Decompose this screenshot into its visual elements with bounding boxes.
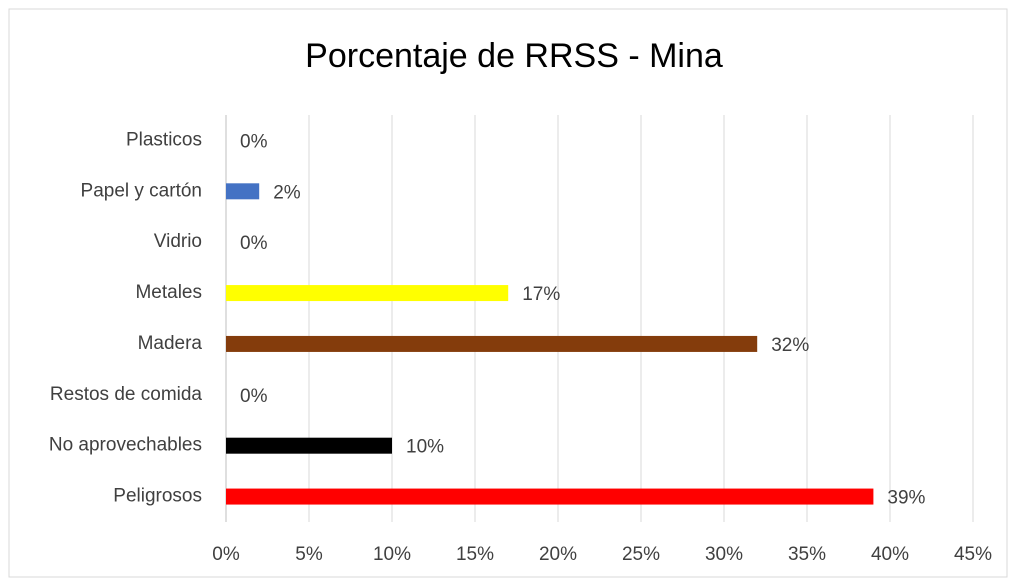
chart-title: Porcentaje de RRSS - Mina [305, 37, 723, 75]
bar [226, 285, 509, 302]
y-tick-label: Peligrosos [113, 486, 202, 507]
y-tick-label: Plasticos [126, 129, 202, 150]
x-tick-label: 20% [539, 544, 577, 565]
x-tick-label: 5% [295, 544, 323, 565]
y-tick-label: Metales [135, 282, 202, 303]
x-tick-label: 40% [871, 544, 909, 565]
x-tick-label: 30% [705, 544, 743, 565]
y-tick-label: Restos de comida [50, 384, 203, 405]
data-label: 2% [273, 182, 301, 203]
data-label: 10% [406, 437, 444, 458]
y-tick-label: Vidrio [154, 231, 202, 252]
x-tick-label: 15% [456, 544, 494, 565]
y-tick-label: No aprovechables [49, 435, 202, 456]
data-label: 0% [240, 386, 268, 407]
y-tick-label: Papel y cartón [81, 180, 202, 201]
bar [226, 183, 260, 200]
data-label: 0% [240, 131, 268, 152]
data-label: 17% [522, 284, 560, 305]
x-tick-label: 25% [622, 544, 660, 565]
bar [226, 488, 874, 505]
x-tick-label: 10% [373, 544, 411, 565]
x-tick-label: 35% [788, 544, 826, 565]
data-label: 32% [771, 335, 809, 356]
bar [226, 335, 758, 352]
x-tick-label: 0% [212, 544, 240, 565]
y-tick-label: Madera [138, 333, 203, 354]
bar [226, 437, 392, 454]
data-label: 0% [240, 233, 268, 254]
x-tick-label: 45% [954, 544, 992, 565]
data-label: 39% [887, 488, 925, 509]
